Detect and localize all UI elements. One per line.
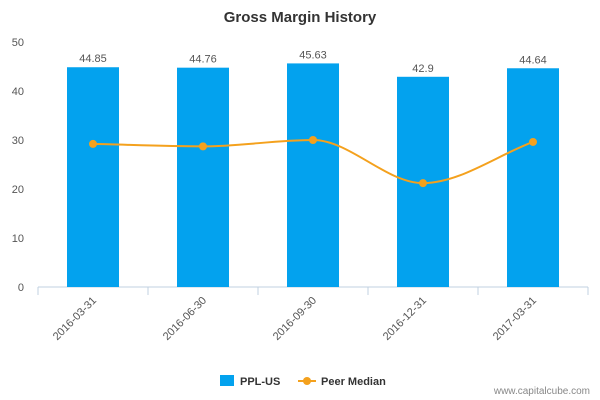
peer-median-point: [309, 136, 317, 144]
y-axis: 0 10 20 30 40 50: [12, 37, 24, 294]
bar-data-label: 45.63: [299, 49, 327, 61]
bar-ppl-us: [177, 67, 229, 288]
bar-ppl-us: [287, 63, 339, 288]
y-tick-label: 40: [12, 86, 24, 98]
peer-median-point: [419, 179, 427, 188]
y-tick-label: 10: [12, 233, 24, 245]
bar-data-label: 44.64: [519, 54, 547, 66]
x-tick-label: 2016-12-31: [381, 295, 429, 343]
peer-median-point: [89, 139, 97, 148]
bar-data-label: 44.85: [79, 53, 107, 65]
bar-data-label: 42.9: [412, 63, 433, 75]
bar-data-label: 44.76: [189, 54, 217, 66]
credit-text: www.capitalcube.com: [493, 386, 590, 397]
legend-marker-peer-median: [303, 377, 311, 385]
bar-ppl-us: [507, 68, 559, 287]
x-tick-label: 2016-06-30: [161, 295, 209, 343]
x-axis: 2016-03-31 2016-06-30 2016-09-30 2016-12-31…: [37, 286, 589, 343]
x-tick-label: 2017-03-31: [491, 295, 539, 343]
legend-swatch-ppl-us: [220, 375, 234, 386]
peer-median-point: [529, 137, 537, 146]
peer-median-point: [199, 142, 207, 151]
bar-ppl-us: [67, 67, 119, 287]
bar-data-labels: 44.85 44.76 45.63 42.9 44.64: [79, 49, 547, 74]
y-tick-label: 20: [12, 184, 24, 196]
x-tick-label: 2016-09-30: [271, 295, 319, 343]
legend-label-peer-median: Peer Median: [321, 376, 386, 388]
peer-median-series: [89, 136, 537, 188]
y-tick-label: 30: [12, 135, 24, 147]
y-tick-label: 50: [12, 37, 24, 49]
legend: PPL-US Peer Median: [220, 375, 386, 388]
chart-title: Gross Margin History: [224, 9, 377, 26]
x-tick-label: 2016-03-31: [51, 295, 99, 343]
legend-label-ppl-us: PPL-US: [240, 376, 280, 388]
bar-series: [67, 63, 559, 288]
y-tick-label: 0: [18, 282, 24, 294]
